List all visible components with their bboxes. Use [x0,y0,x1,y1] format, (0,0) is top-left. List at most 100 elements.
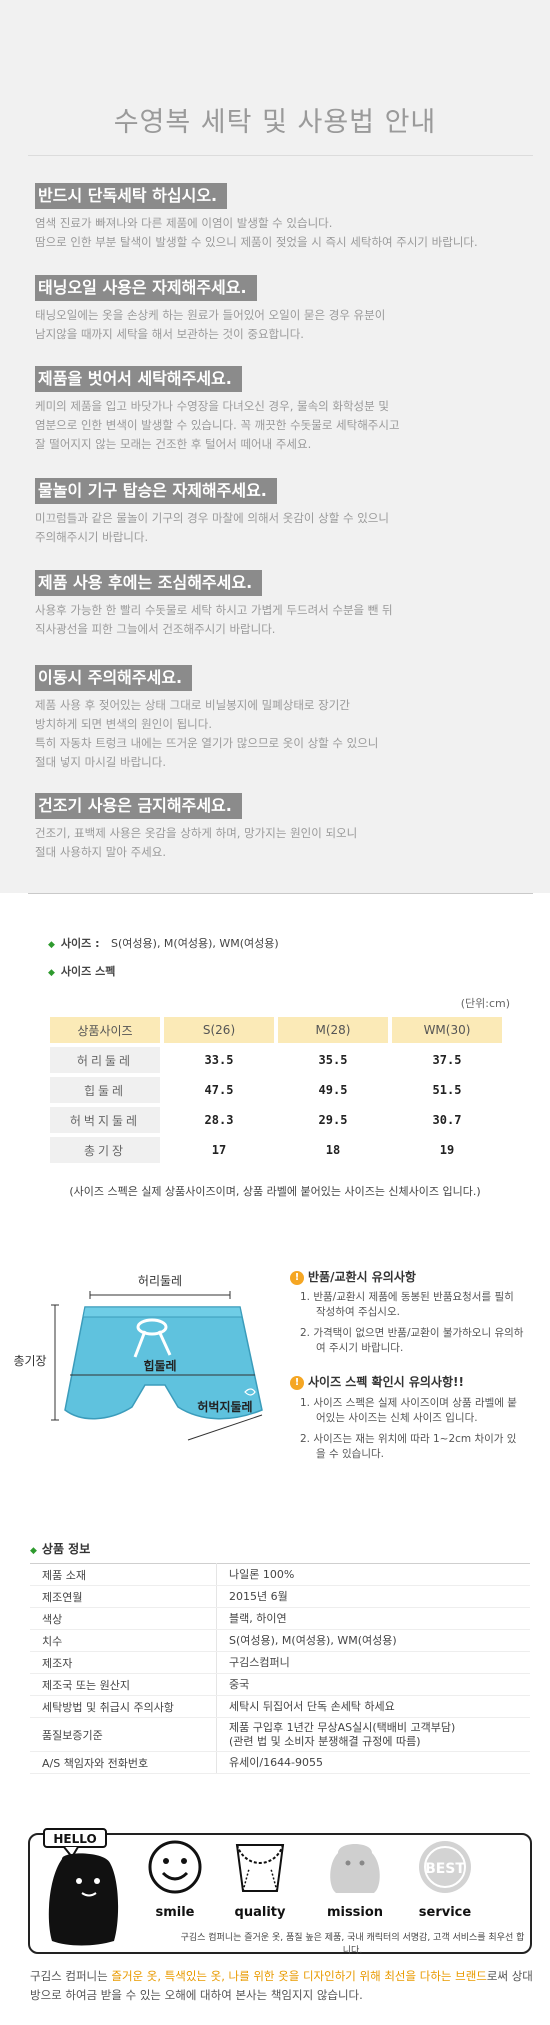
hello-character-icon: HELLO [43,1828,119,1946]
logo-mark-icon [244,1388,256,1396]
smile-icon [148,1840,202,1894]
care-heading: 반드시 단독세탁 하십시오. [35,183,228,209]
care-item: 물놀이 기구 탑승은 자제해주세요. 미끄럼틀과 같은 물놀이 기구의 경우 마… [35,478,540,547]
size-row-label: 허벅지둘레 [50,1107,160,1133]
care-item: 태닝오일 사용은 자제해주세요. 태닝오일에는 옷을 손상케 하는 원료가 들어… [35,275,540,344]
return-notice-list: 1. 반품/교환시 제품에 동봉된 반품요청서를 필히 작성하여 주십시오. 2… [300,1290,525,1362]
unit-label: (단위:cm) [460,997,510,1010]
care-heading: 제품 사용 후에는 조심해주세요. [35,570,263,596]
shorts-diagram: 허리둘레 총기장 힙둘레 허벅지둘레 [13,1274,263,1441]
care-item: 제품 사용 후에는 조심해주세요. 사용후 가능한 한 빨리 수돗물로 세탁 하… [35,570,540,639]
info-value: 나일론 100% [216,1563,530,1586]
size-header-cell: 상품사이즈 [50,1017,160,1043]
size-value: 29.5 [318,1113,348,1127]
alert-icon: ! [290,1270,304,1285]
waist-label: 허리둘레 [138,1274,182,1288]
size-value: 35.5 [318,1053,348,1067]
alert-icon: ! [290,1375,304,1390]
hip-label: 힙둘레 [143,1358,176,1373]
page-title: 수영복 세탁 및 사용법 안내 [113,107,437,138]
best-label: BEST [425,1861,465,1877]
care-heading: 태닝오일 사용은 자제해주세요. [35,275,257,301]
sizes-value: S(여성용), M(여성용), WM(여성용) [111,937,279,950]
brand-item-smile: smile [140,1835,210,1920]
section-divider [28,893,533,894]
size-row: 총기장 17 18 19 [50,1137,502,1163]
bullet-icon: ◆ [48,968,55,978]
care-text: 태닝오일에는 옷을 손상케 하는 원료가 들어있어 오일이 묻은 경우 유분이 … [35,308,386,341]
footer-part: 구김스 컴퍼니는 [30,1969,112,1983]
shorts-body [64,1306,263,1420]
size-row: 허리둘레 33.5 35.5 37.5 [50,1047,502,1073]
care-section: 수영복 세탁 및 사용법 안내 반드시 단독세탁 하십시오. 염색 진료가 빠져… [0,0,550,893]
size-value: 37.5 [432,1053,462,1067]
care-heading: 이동시 주의해주세요. [35,665,193,691]
info-value: 세탁시 뒤집어서 단독 손세탁 하세요 [216,1695,530,1718]
care-item: 반드시 단독세탁 하십시오. 염색 진료가 빠져나와 다른 제품에 이염이 발생… [35,183,540,252]
care-item: 이동시 주의해주세요. 제품 사용 후 젖어있는 상태 그대로 비닐봉지에 밀폐… [35,665,540,772]
product-info-table: 제품 소재 나일론 100% 제조연월 2015년 6월 색상 블랙, 하이연 치수 S… [30,1563,530,1774]
size-notice-title: ! 사이즈 스펙 확인시 유의사항!! [290,1373,464,1390]
spec-line: ◆ 사이즈 스펙 [48,963,115,979]
thigh-label: 허벅지둘레 [197,1399,252,1414]
table-row: 세탁방법 및 취급시 주의사항 세탁시 뒤집어서 단독 손세탁 하세요 [30,1695,530,1718]
mission-character-icon [330,1844,380,1893]
shirt-icon [235,1844,285,1892]
care-heading: 물놀이 기구 탑승은 자제해주세요. [35,478,277,504]
info-key: 치수 [30,1629,217,1652]
info-value: 중국 [216,1673,530,1696]
info-value: 유세이/1644-9055 [216,1751,530,1774]
size-header-cell: WM(30) [392,1017,502,1043]
care-text: 제품 사용 후 젖어있는 상태 그대로 비닐봉지에 밀폐상태로 장기간 방치하게… [35,698,379,769]
care-text: 케미의 제품을 입고 바닷가나 수영장을 다녀오신 경우, 물속의 화학성분 및… [35,399,400,451]
footer-highlight: 즐거운 옷, 특색있는 옷, 나를 위한 옷을 디자인하기 위해 최선을 다하는… [111,1969,487,1983]
care-text: 건조기, 표백제 사용은 옷감을 상하게 하며, 망가지는 원인이 되오니 절대… [35,826,358,859]
footer-part: 로써 상대방으로 하여금 받을 수 있는 오해에 대하여 본사는 책임지지 않습… [30,1969,533,2002]
list-item: 2. 사이즈는 재는 위치에 따라 1~2cm 차이가 있을 수 있습니다. [300,1433,517,1460]
bullet-icon: ◆ [48,940,55,950]
table-row: 제조국 또는 원산지 중국 [30,1673,530,1696]
product-info-heading: ◆ 상품 정보 [30,1542,91,1556]
size-value: 18 [325,1143,341,1157]
care-text: 사용후 가능한 한 빨리 수돗물로 세탁 하시고 가볍게 두드려서 수분을 뺀 … [35,603,393,636]
table-row: A/S 책임자와 전화번호 유세이/1644-9055 [30,1751,530,1774]
sizes-label: 사이즈 : [60,937,100,950]
brand-label: quality [234,1905,286,1920]
size-row-label: 허리둘레 [50,1047,160,1073]
brand-label: smile [155,1905,195,1920]
length-label: 총기장 [13,1354,46,1368]
info-key: 제품 소재 [30,1563,217,1586]
size-value: 33.5 [204,1053,234,1067]
size-header-cell: M(28) [278,1017,388,1043]
table-row: 제조자 구김스컴퍼니 [30,1651,530,1674]
brand-item-quality: quality [225,1835,295,1920]
info-key: 세탁방법 및 취급시 주의사항 [30,1695,217,1718]
table-row: 색상 블랙, 하이연 [30,1607,530,1630]
table-row: 제품 소재 나일론 100% [30,1563,530,1586]
list-item: 1. 사이즈 스펙은 실제 사이즈이며 상품 라벨에 붙어있는 사이즈는 신체 … [300,1397,517,1424]
size-value: 51.5 [432,1083,462,1097]
size-row-label: 총기장 [50,1137,160,1163]
size-header-cell: S(26) [164,1017,274,1043]
info-value: 제품 구입후 1년간 무상AS실시(택배비 고객부담) (관련 법 및 소비자 … [216,1717,530,1752]
info-key: 품질보증기준 [30,1717,217,1752]
title-divider [28,155,533,156]
hello-label: HELLO [53,1832,96,1846]
size-value: 28.3 [204,1113,234,1127]
drawstring [136,1318,168,1336]
table-row: 치수 S(여성용), M(여성용), WM(여성용) [30,1629,530,1652]
best-badge-icon: BEST [419,1841,471,1893]
list-item: 2. 가격택이 없으면 반품/교환이 불가하오니 유의하여 주시기 바랍니다. [300,1327,524,1354]
size-value: 30.7 [432,1113,462,1127]
size-header-row: 상품사이즈 S(26) M(28) WM(30) [50,1017,502,1043]
brand-item-mission: mission [320,1835,390,1920]
size-value: 17 [211,1143,227,1157]
info-key: 색상 [30,1607,217,1630]
spec-label: 사이즈 스펙 [60,965,116,978]
table-row: 제조연월 2015년 6월 [30,1585,530,1608]
thigh-measure-line [187,1414,263,1441]
sizes-line: ◆ 사이즈 : S(여성용), M(여성용), WM(여성용) [48,935,279,951]
brand-label: service [418,1905,472,1920]
care-text: 염색 진료가 빠져나와 다른 제품에 이염이 발생할 수 있습니다. 땀으로 인… [35,216,478,249]
care-text: 미끄럼틀과 같은 물놀이 기구의 경우 마찰에 의해서 옷감이 상할 수 있으니… [35,511,389,544]
